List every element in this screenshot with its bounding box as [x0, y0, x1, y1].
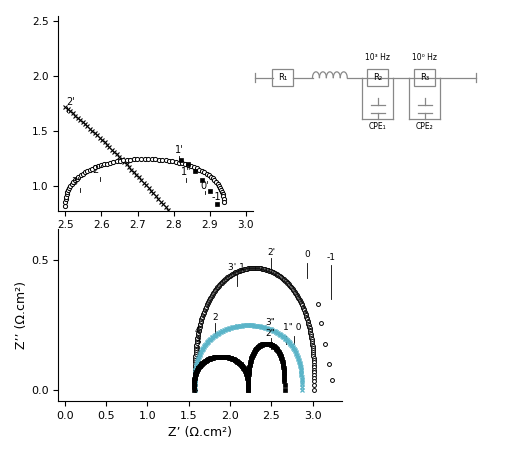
Text: 1" 0: 1" 0 — [282, 323, 300, 333]
Text: 0: 0 — [304, 251, 309, 260]
Text: 10³ Hz: 10³ Hz — [365, 53, 389, 63]
Bar — [366, 69, 387, 86]
Text: -1: -1 — [326, 253, 335, 262]
Text: 3": 3" — [71, 177, 81, 188]
Text: -1': -1' — [211, 192, 223, 202]
Text: 4'
3: 4' 3 — [194, 326, 203, 346]
Text: 1': 1' — [175, 145, 184, 155]
Bar — [413, 69, 434, 86]
Text: 2': 2' — [267, 248, 275, 257]
Text: 1": 1" — [180, 168, 191, 178]
Text: R₃: R₃ — [419, 73, 428, 82]
Text: 3' 1: 3' 1 — [228, 264, 244, 273]
Text: 2': 2' — [66, 97, 75, 107]
Text: 2": 2" — [92, 165, 103, 175]
Text: 2: 2 — [212, 313, 218, 322]
Text: 3"
2": 3" 2" — [265, 318, 275, 337]
X-axis label: Z’ (Ω.cm²): Z’ (Ω.cm²) — [168, 426, 231, 439]
Text: R₁: R₁ — [278, 73, 287, 82]
Text: 0': 0' — [200, 181, 209, 191]
Text: CPE₂: CPE₂ — [415, 122, 433, 131]
Text: R₂: R₂ — [372, 73, 381, 82]
Text: CPE₁: CPE₁ — [368, 122, 386, 131]
Bar — [272, 69, 293, 86]
Text: 10⁰ Hz: 10⁰ Hz — [412, 53, 436, 63]
Y-axis label: Z’’ (Ω.cm²): Z’’ (Ω.cm²) — [15, 281, 28, 349]
